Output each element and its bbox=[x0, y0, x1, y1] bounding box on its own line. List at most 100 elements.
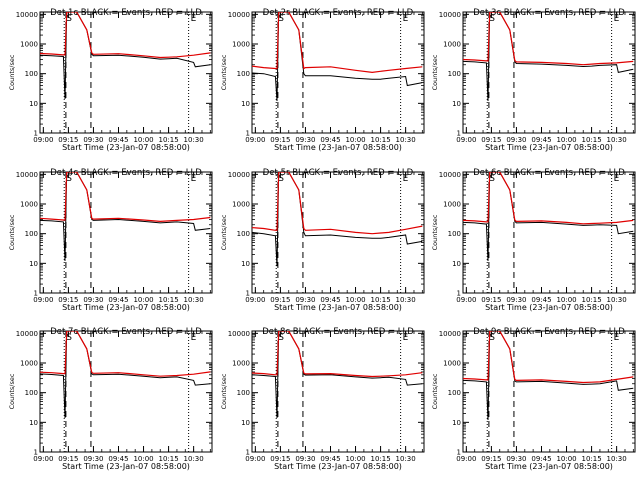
events-series-line bbox=[463, 331, 634, 421]
marker-label: S bbox=[66, 174, 72, 184]
panel-9: 1 10 100 1000 10000 09:00 09:15 09:30 09:45 10:00… bbox=[431, 327, 636, 471]
y-tick-label: 10 bbox=[29, 419, 38, 427]
x-tick-label: 09:00 bbox=[33, 296, 53, 304]
x-tick-label: 09:45 bbox=[320, 136, 340, 144]
y-tick-label: 10000 bbox=[439, 11, 461, 19]
x-tick-label: 09:00 bbox=[456, 455, 476, 463]
x-tick-label: 10:15 bbox=[370, 455, 390, 463]
x-tick-label: 09:30 bbox=[295, 455, 315, 463]
x-tick-label: 10:30 bbox=[396, 455, 416, 463]
panel-title: Det 1c BLACK = Events, RED = LLD bbox=[50, 8, 202, 18]
x-tick-label: 09:00 bbox=[33, 136, 53, 144]
x-tick-label: 09:15 bbox=[58, 455, 78, 463]
marker-label: S bbox=[66, 14, 72, 24]
marker-label: E bbox=[191, 333, 197, 343]
x-tick-label: 09:00 bbox=[245, 455, 265, 463]
x-tick-label: 09:00 bbox=[33, 455, 53, 463]
events-series-line bbox=[252, 12, 423, 102]
lld-series-line bbox=[463, 172, 634, 225]
lld-series-line bbox=[252, 12, 423, 74]
panel-title: Det 6c BLACK = Events, RED = LLD bbox=[473, 168, 625, 178]
x-axis-label: Start Time (23-Jan-07 08:58:00) bbox=[485, 143, 613, 152]
y-tick-label: 100 bbox=[237, 70, 250, 78]
x-tick-label: 09:30 bbox=[83, 455, 103, 463]
x-tick-label: 10:00 bbox=[345, 455, 365, 463]
y-tick-label: 1 bbox=[34, 290, 38, 298]
x-tick-label: 10:00 bbox=[133, 136, 153, 144]
lld-series-line bbox=[252, 172, 423, 235]
x-tick-label: 10:00 bbox=[345, 296, 365, 304]
y-tick-label: 10 bbox=[29, 100, 38, 108]
y-tick-label: 1000 bbox=[20, 360, 38, 368]
x-tick-label: 10:15 bbox=[581, 455, 601, 463]
x-tick-label: 09:15 bbox=[58, 136, 78, 144]
plot-frame bbox=[462, 330, 636, 453]
y-tick-label: 1 bbox=[457, 290, 461, 298]
marker-label: S bbox=[278, 174, 284, 184]
y-tick-label: 10 bbox=[452, 100, 461, 108]
marker-label: S bbox=[489, 14, 495, 24]
panel-2: 1 10 100 1000 10000 09:00 09:15 09:30 09:45 10:00… bbox=[220, 8, 425, 152]
y-tick-label: 100 bbox=[448, 70, 461, 78]
panel-title: Det 8c BLACK = Events, RED = LLD bbox=[262, 327, 414, 337]
x-tick-label: 10:15 bbox=[581, 136, 601, 144]
x-tick-label: 10:00 bbox=[556, 296, 576, 304]
x-tick-label: 09:45 bbox=[531, 136, 551, 144]
y-axis-label: Counts/sec bbox=[8, 54, 16, 90]
marker-label: S bbox=[278, 14, 284, 24]
x-tick-label: 09:30 bbox=[506, 136, 526, 144]
x-tick-label: 10:30 bbox=[184, 136, 204, 144]
x-tick-label: 09:15 bbox=[481, 296, 501, 304]
y-axis-label: Counts/sec bbox=[431, 373, 439, 409]
y-tick-label: 10000 bbox=[439, 330, 461, 338]
y-tick-label: 100 bbox=[25, 389, 38, 397]
x-tick-label: 10:30 bbox=[607, 455, 627, 463]
marker-label: E bbox=[614, 174, 620, 184]
plot-frame bbox=[251, 11, 425, 134]
events-series-line bbox=[40, 12, 211, 100]
y-tick-label: 1 bbox=[246, 130, 250, 138]
panel-title: Det 7c BLACK = Events, RED = LLD bbox=[50, 327, 202, 337]
x-tick-label: 10:15 bbox=[158, 296, 178, 304]
y-tick-label: 10000 bbox=[228, 171, 250, 179]
y-axis-label: Counts/sec bbox=[220, 214, 228, 250]
lld-series-line bbox=[40, 172, 211, 223]
x-tick-label: 09:30 bbox=[506, 296, 526, 304]
marker-label: E bbox=[403, 14, 409, 24]
panel-title: Det 3c BLACK = Events, RED = LLD bbox=[473, 8, 625, 18]
plot-frame bbox=[462, 171, 636, 294]
events-series-line bbox=[252, 172, 423, 267]
y-tick-label: 10000 bbox=[16, 171, 38, 179]
events-series-line bbox=[252, 331, 423, 419]
plot-frame bbox=[462, 11, 636, 134]
x-tick-label: 10:30 bbox=[396, 296, 416, 304]
x-tick-label: 09:45 bbox=[531, 296, 551, 304]
marker-label: E bbox=[614, 14, 620, 24]
x-tick-label: 10:15 bbox=[158, 136, 178, 144]
marker-label: E bbox=[403, 333, 409, 343]
x-tick-label: 09:45 bbox=[320, 455, 340, 463]
y-tick-label: 100 bbox=[237, 389, 250, 397]
marker-label: E bbox=[191, 14, 197, 24]
y-tick-label: 10000 bbox=[16, 330, 38, 338]
y-tick-label: 10 bbox=[29, 260, 38, 268]
y-axis-label: Counts/sec bbox=[220, 54, 228, 90]
y-axis-label: Counts/sec bbox=[220, 373, 228, 409]
marker-label: E bbox=[191, 174, 197, 184]
marker-label: E bbox=[403, 174, 409, 184]
y-tick-label: 10000 bbox=[228, 11, 250, 19]
x-axis-label: Start Time (23-Jan-07 08:58:00) bbox=[485, 303, 613, 312]
x-tick-label: 09:45 bbox=[320, 296, 340, 304]
x-tick-label: 09:15 bbox=[58, 296, 78, 304]
x-tick-label: 09:15 bbox=[270, 455, 290, 463]
y-tick-label: 1000 bbox=[232, 201, 250, 209]
plot-frame bbox=[39, 11, 213, 134]
y-axis-label: Counts/sec bbox=[431, 214, 439, 250]
y-tick-label: 100 bbox=[448, 230, 461, 238]
events-series-line bbox=[40, 331, 211, 419]
panel-8: 1 10 100 1000 10000 09:00 09:15 09:30 09:45 10:00… bbox=[220, 327, 425, 471]
x-axis-label: Start Time (23-Jan-07 08:58:00) bbox=[62, 462, 190, 471]
x-tick-label: 09:15 bbox=[270, 136, 290, 144]
panel-5: 1 10 100 1000 10000 09:00 09:15 09:30 09:45 10:00… bbox=[220, 168, 425, 312]
